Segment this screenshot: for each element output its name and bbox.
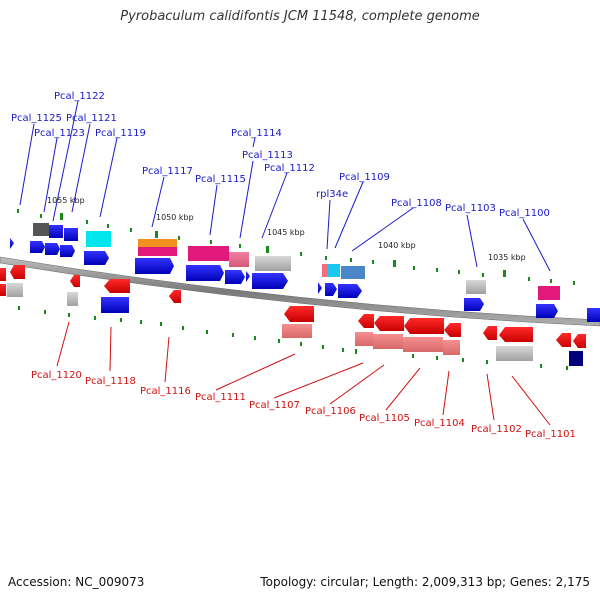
gene-label-pcal-1107: Pcal_1107 [249,400,300,411]
gene-label-pcal-1109: Pcal_1109 [339,172,390,183]
gene-label-pcal-1122: Pcal_1122 [54,91,105,102]
forward-gene-labels: Pcal_1122 Pcal_1125 Pcal_1121 Pcal_1123 … [11,91,550,219]
scale-label: 1035 kbp [488,253,526,262]
gene-label-pcal-1116: Pcal_1116 [140,386,191,397]
gene-label-pcal-1103: Pcal_1103 [445,203,496,214]
gene-label-pcal-1123: Pcal_1123 [34,128,85,139]
gene-label-rpl34e: rpl34e [316,189,348,200]
forward-label-leaders [19,100,551,272]
forward-strand-genes [10,223,600,322]
gene-label-pcal-1105: Pcal_1105 [359,413,410,424]
gene-label-pcal-1101: Pcal_1101 [525,429,576,440]
genome-backbone [0,256,600,327]
scale-label: 1055 kbp [47,196,85,205]
gene-label-pcal-1115: Pcal_1115 [195,174,246,185]
gene-label-pcal-1120: Pcal_1120 [31,370,82,381]
gene-label-pcal-1104: Pcal_1104 [414,418,465,429]
gene-label-pcal-1114: Pcal_1114 [231,128,282,139]
gene-label-pcal-1112: Pcal_1112 [264,163,315,174]
scale-label: 1050 kbp [156,213,194,222]
gene-label-pcal-1125: Pcal_1125 [11,113,62,124]
gene-label-pcal-1100: Pcal_1100 [499,208,550,219]
accession-text: Accession: NC_009073 [8,575,145,589]
gene-label-pcal-1117: Pcal_1117 [142,166,193,177]
gene-label-pcal-1108: Pcal_1108 [391,198,442,209]
scale-label: 1040 kbp [378,241,416,250]
gene-label-pcal-1121: Pcal_1121 [66,113,117,124]
gene-label-pcal-1106: Pcal_1106 [305,406,356,417]
gene-label-pcal-1111: Pcal_1111 [195,392,246,403]
gene-label-pcal-1119: Pcal_1119 [95,128,146,139]
genome-summary-text: Topology: circular; Length: 2,009,313 bp… [260,575,590,589]
gene-label-pcal-1113: Pcal_1113 [242,150,293,161]
scale-label: 1045 kbp [267,228,305,237]
gene-label-pcal-1102: Pcal_1102 [471,424,522,435]
gene-label-pcal-1118: Pcal_1118 [85,376,136,387]
reverse-label-leaders [56,321,551,426]
reverse-strand-genes [0,265,586,366]
reverse-gene-labels: Pcal_1120 Pcal_1118 Pcal_1116 Pcal_1111 … [31,370,576,440]
genome-title: Pyrobaculum calidifontis JCM 11548, comp… [120,9,480,24]
tick-marks [17,209,575,370]
scale-labels: 1055 kbp 1050 kbp 1045 kbp 1040 kbp 1035… [47,196,526,262]
